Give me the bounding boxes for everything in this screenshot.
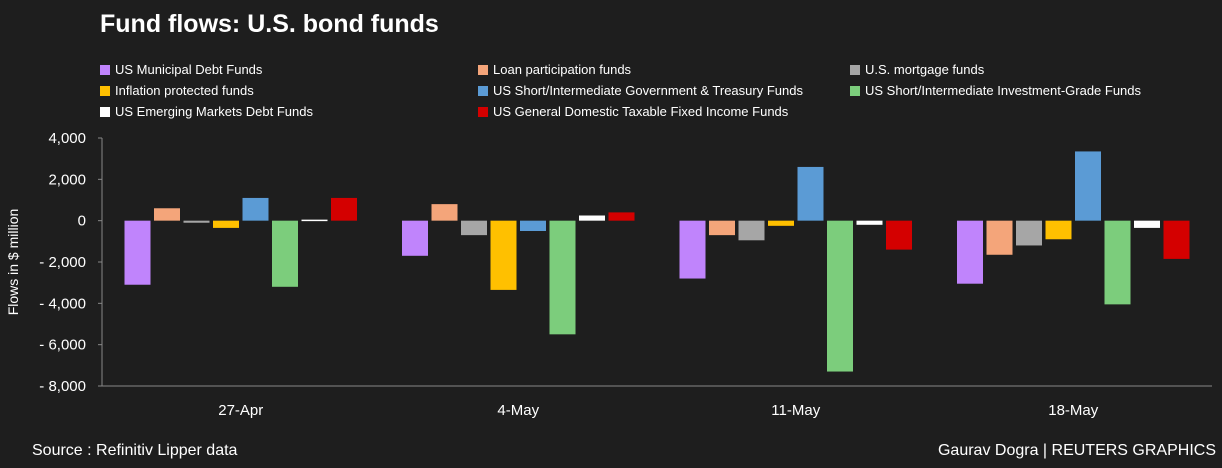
bar-us-emerging-markets-debt-funds-18-may xyxy=(1134,220,1160,228)
bar-loan-participation-funds-4-may xyxy=(431,204,458,221)
legend-label: US General Domestic Taxable Fixed Income… xyxy=(493,104,789,119)
legend-swatch xyxy=(100,64,110,75)
bar-us-short-intermediate-investment-grade-funds-18-may xyxy=(1104,220,1131,305)
bar-us-general-domestic-taxable-fixed-income-funds-18-may xyxy=(1163,220,1190,259)
y-tick-label: 4,000 xyxy=(48,130,86,147)
bar-loan-participation-funds-18-may xyxy=(986,220,1013,255)
bar-inflation-protected-funds-11-may xyxy=(768,220,794,226)
y-axis-title: Flows in $ million xyxy=(5,209,21,316)
y-tick-label: 2,000 xyxy=(48,171,86,188)
legend-item: US Short/Intermediate Investment-Grade F… xyxy=(850,83,1141,98)
legend-swatch xyxy=(478,64,488,75)
credit-note: Gaurav Dogra | REUTERS GRAPHICS xyxy=(937,442,1216,459)
legend-label: Inflation protected funds xyxy=(115,83,254,98)
legend-item: US Municipal Debt Funds xyxy=(100,62,262,77)
legend-swatch xyxy=(850,64,860,75)
bar-us-short-intermediate-investment-grade-funds-4-may xyxy=(549,220,576,335)
legend-swatch xyxy=(100,85,110,96)
bar-us-short-intermediate-government-treasury-funds-27-apr xyxy=(242,197,269,221)
legend-swatch xyxy=(478,85,488,96)
bar-inflation-protected-funds-18-may xyxy=(1045,220,1072,240)
bar-u-s-mortgage-funds-11-may xyxy=(738,220,765,241)
bar-inflation-protected-funds-4-may xyxy=(490,220,517,290)
y-tick-label: 0 xyxy=(78,213,86,230)
y-tick-label: - 6,000 xyxy=(39,337,86,354)
bar-us-short-intermediate-government-treasury-funds-18-may xyxy=(1075,151,1101,221)
x-tick-label: 18-May xyxy=(1048,402,1099,419)
legend-item: Loan participation funds xyxy=(478,62,631,77)
y-tick-label: - 2,000 xyxy=(39,254,86,271)
legend-label: US Municipal Debt Funds xyxy=(115,62,263,77)
bar-us-short-intermediate-government-treasury-funds-4-may xyxy=(520,220,546,231)
legend-label: US Emerging Markets Debt Funds xyxy=(115,104,313,119)
bar-us-emerging-markets-debt-funds-4-may xyxy=(579,215,605,221)
source-note: Source : Refinitiv Lipper data xyxy=(32,442,238,459)
chart-title: Fund flows: U.S. bond funds xyxy=(100,10,439,38)
legend-swatch xyxy=(850,85,860,96)
bar-us-municipal-debt-funds-11-may xyxy=(679,220,706,279)
bar-us-municipal-debt-funds-27-apr xyxy=(124,220,151,285)
x-tick-label: 27-Apr xyxy=(218,402,263,419)
legend-label: U.S. mortgage funds xyxy=(865,62,985,77)
bar-us-general-domestic-taxable-fixed-income-funds-27-apr xyxy=(331,197,357,221)
bar-us-emerging-markets-debt-funds-11-may xyxy=(856,220,883,225)
bar-us-short-intermediate-investment-grade-funds-27-apr xyxy=(272,220,298,287)
bar-u-s-mortgage-funds-18-may xyxy=(1016,220,1042,246)
bar-loan-participation-funds-11-may xyxy=(709,220,735,236)
x-tick-label: 11-May xyxy=(771,402,820,419)
legend-item: US Short/Intermediate Government & Treas… xyxy=(478,83,803,98)
bar-us-municipal-debt-funds-18-may xyxy=(957,220,983,284)
legend-swatch xyxy=(100,106,110,117)
legend-item: Inflation protected funds xyxy=(100,83,254,98)
y-tick-label: - 8,000 xyxy=(39,378,86,395)
bar-us-emerging-markets-debt-funds-27-apr xyxy=(301,219,328,222)
bar-loan-participation-funds-27-apr xyxy=(154,208,180,221)
legend-label: Loan participation funds xyxy=(493,62,632,77)
legend-label: US Short/Intermediate Government & Treas… xyxy=(493,83,803,98)
bar-inflation-protected-funds-27-apr xyxy=(213,220,239,228)
legend-item: US Emerging Markets Debt Funds xyxy=(100,104,313,119)
bar-u-s-mortgage-funds-4-may xyxy=(461,220,487,236)
bar-u-s-mortgage-funds-27-apr xyxy=(183,220,210,223)
bar-us-general-domestic-taxable-fixed-income-funds-4-may xyxy=(608,212,635,221)
bar-us-municipal-debt-funds-4-may xyxy=(402,220,428,256)
bar-us-short-intermediate-government-treasury-funds-11-may xyxy=(797,166,824,221)
y-tick-label: - 4,000 xyxy=(39,295,86,312)
legend-label: US Short/Intermediate Investment-Grade F… xyxy=(865,83,1142,98)
legend-item: US General Domestic Taxable Fixed Income… xyxy=(478,104,788,119)
bar-us-general-domestic-taxable-fixed-income-funds-11-may xyxy=(886,220,912,250)
x-tick-label: 4-May xyxy=(497,402,539,419)
legend-item: U.S. mortgage funds xyxy=(850,62,984,77)
bar-us-short-intermediate-investment-grade-funds-11-may xyxy=(827,220,853,372)
legend-swatch xyxy=(478,106,488,117)
